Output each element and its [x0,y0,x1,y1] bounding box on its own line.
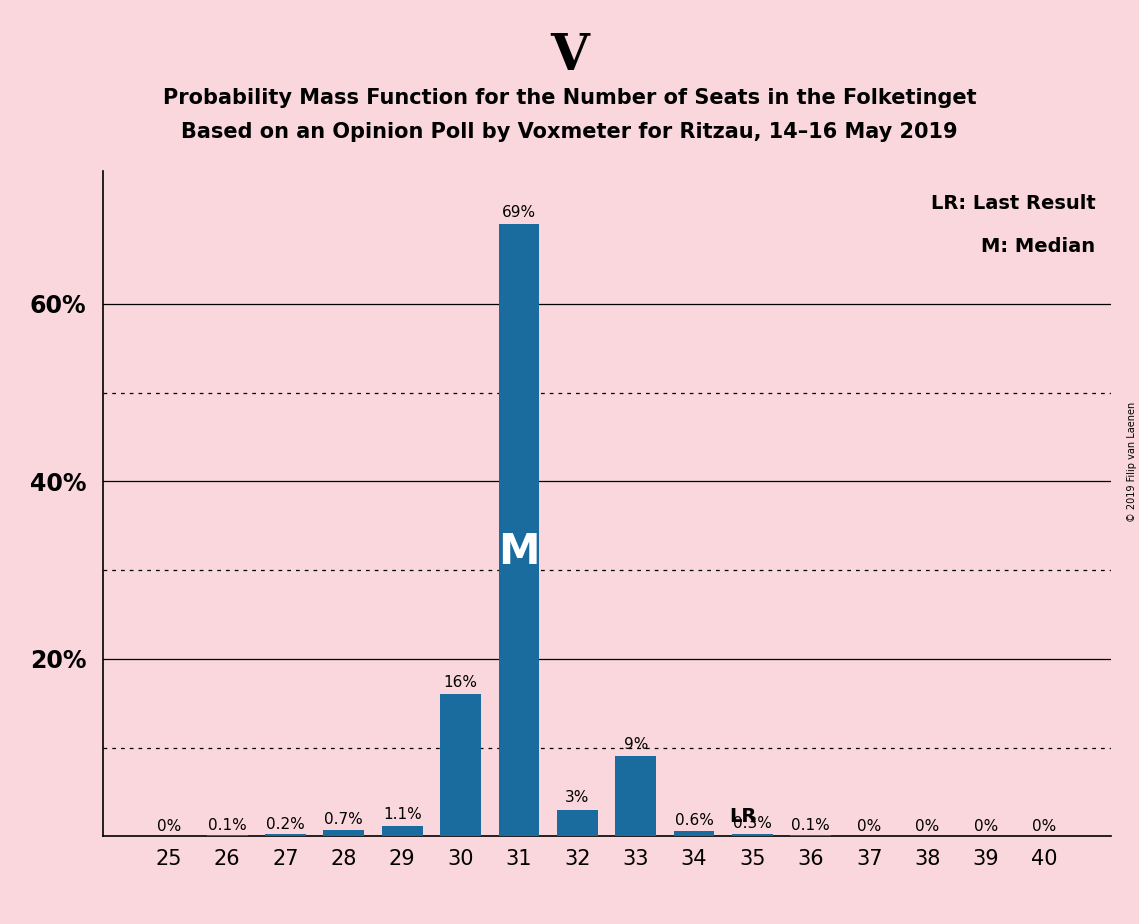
Text: V: V [550,32,589,81]
Text: 9%: 9% [623,737,648,752]
Text: Based on an Opinion Poll by Voxmeter for Ritzau, 14–16 May 2019: Based on an Opinion Poll by Voxmeter for… [181,122,958,142]
Text: 0.7%: 0.7% [325,812,363,827]
Text: 69%: 69% [502,205,536,220]
Text: 0.1%: 0.1% [792,818,830,833]
Text: 0.6%: 0.6% [674,813,713,828]
Text: © 2019 Filip van Laenen: © 2019 Filip van Laenen [1126,402,1137,522]
Bar [615,757,656,836]
Text: 0%: 0% [1032,819,1056,833]
Bar [499,225,540,836]
Text: Probability Mass Function for the Number of Seats in the Folketinget: Probability Mass Function for the Number… [163,88,976,108]
Text: 0%: 0% [974,819,998,833]
Text: LR: LR [729,808,756,826]
Text: 1.1%: 1.1% [383,807,421,822]
Text: M: Median: M: Median [982,237,1096,257]
Text: 0%: 0% [157,819,181,833]
Text: 0%: 0% [916,819,940,833]
Bar [440,694,481,836]
Bar [382,826,423,836]
Text: 0.2%: 0.2% [267,817,305,832]
Text: 3%: 3% [565,790,590,805]
Bar [732,833,773,836]
Bar [673,831,714,836]
Text: 0%: 0% [857,819,882,833]
Text: 0.3%: 0.3% [734,816,772,831]
Bar [323,830,364,836]
Bar [557,809,598,836]
Text: M: M [498,531,540,574]
Text: 16%: 16% [443,675,477,690]
Text: LR: Last Result: LR: Last Result [931,194,1096,213]
Text: 0.1%: 0.1% [207,818,246,833]
Bar [265,834,306,836]
